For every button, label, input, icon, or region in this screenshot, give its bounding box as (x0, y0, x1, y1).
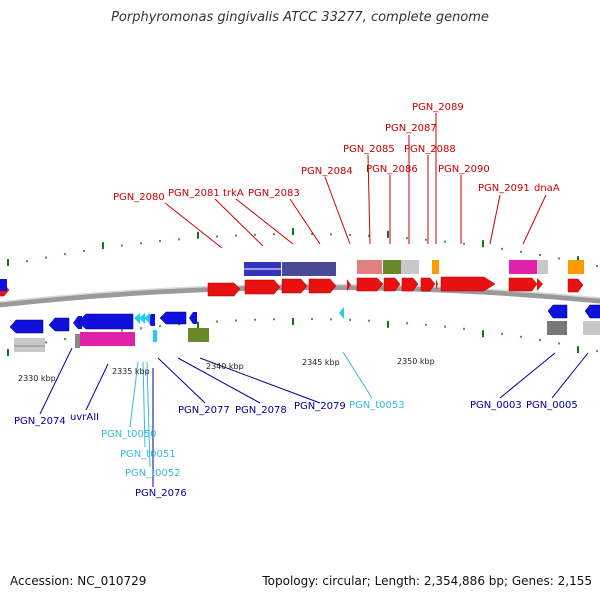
gene-label: PGN_2086 (366, 164, 418, 175)
reverse-gene-labels: PGN_2074 uvrAII PGN_2077 PGN_2078 PGN_20… (14, 400, 578, 499)
gene-label: PGN_2088 (404, 144, 456, 155)
gene-label: uvrAII (70, 412, 99, 423)
gene-reverse (547, 304, 568, 319)
gene-forward (281, 278, 308, 294)
accession-text: Accession: NC_010729 (10, 574, 147, 588)
gene-label: PGN_2091 (478, 183, 530, 194)
kbp-label: 2330 kbp (18, 374, 56, 383)
gene-forward (537, 278, 543, 291)
gene-label: PGN_2090 (438, 164, 490, 175)
gene-forward (440, 276, 496, 292)
gene-reverse (77, 313, 134, 330)
gene-label: PGN_2083 (248, 188, 300, 199)
kbp-label: 2350 kbp (397, 357, 435, 366)
gene-label: PGN_2074 (14, 416, 66, 427)
forward-genes (0, 276, 584, 297)
gene-label: PGN_2079 (294, 401, 346, 412)
gene-reverse (189, 312, 197, 324)
kbp-label: 2335 kbp (112, 367, 150, 376)
gene-forward (347, 279, 351, 291)
forward-annotation-boxes (244, 260, 584, 276)
map-title: Porphyromonas gingivalis ATCC 33277, com… (111, 10, 489, 25)
gene-label: PGN_2077 (178, 405, 230, 416)
gene-label: trkA (223, 188, 244, 199)
gene-forward (308, 278, 337, 294)
genome-summary-text: Topology: circular; Length: 2,354,886 bp… (262, 574, 592, 588)
gene-forward (401, 277, 419, 292)
gene-label: PGN_2089 (412, 102, 464, 113)
gene-reverse (0, 279, 7, 291)
gene-label: PGN_2087 (385, 123, 437, 134)
gene-label: PGN_2080 (113, 192, 165, 203)
gene-forward (420, 277, 436, 292)
gene-forward (508, 277, 538, 292)
gene-label: PGN_0005 (526, 400, 578, 411)
gene-label: PGN_2081 (168, 188, 220, 199)
gene-label: PGN_2076 (135, 488, 187, 499)
gene-label: PGN_t0052 (125, 468, 181, 479)
forward-gene-labels: PGN_2080 PGN_2081 trkA PGN_2083 PGN_2084… (113, 102, 560, 203)
kbp-label: 2345 kbp (302, 358, 340, 367)
gene-label: PGN_t0053 (349, 400, 405, 411)
gene-forward (383, 277, 401, 292)
gene-forward (244, 279, 281, 295)
gene-reverse (9, 319, 44, 334)
gene-label: PGN_t0051 (120, 449, 176, 460)
leader-lines (39, 113, 589, 487)
gene-forward (356, 277, 384, 292)
gene-label: PGN_2078 (235, 405, 287, 416)
rna-genes (134, 307, 344, 342)
gene-label: PGN_2085 (343, 144, 395, 155)
gene-forward (567, 278, 584, 293)
reverse-annotation-boxes (14, 321, 600, 352)
gene-reverse (48, 317, 70, 332)
kbp-axis-labels: 2330 kbp 2335 kbp 2340 kbp 2345 kbp 2350… (18, 357, 435, 383)
gene-reverse (73, 316, 82, 329)
gene-label: PGN_0003 (470, 400, 522, 411)
gene-label: dnaA (534, 183, 560, 194)
gene-reverse (584, 304, 600, 319)
gene-reverse (159, 311, 187, 325)
tick-row-top (7, 228, 598, 268)
gene-forward (436, 279, 438, 290)
rna-gene-labels: PGN_t0050 PGN_t0051 PGN_t0052 PGN_t0053 (101, 400, 405, 479)
kbp-label: 2340 kbp (206, 362, 244, 371)
gene-label: PGN_t0050 (101, 429, 157, 440)
gene-label: PGN_2084 (301, 166, 353, 177)
gene-forward (207, 282, 241, 297)
